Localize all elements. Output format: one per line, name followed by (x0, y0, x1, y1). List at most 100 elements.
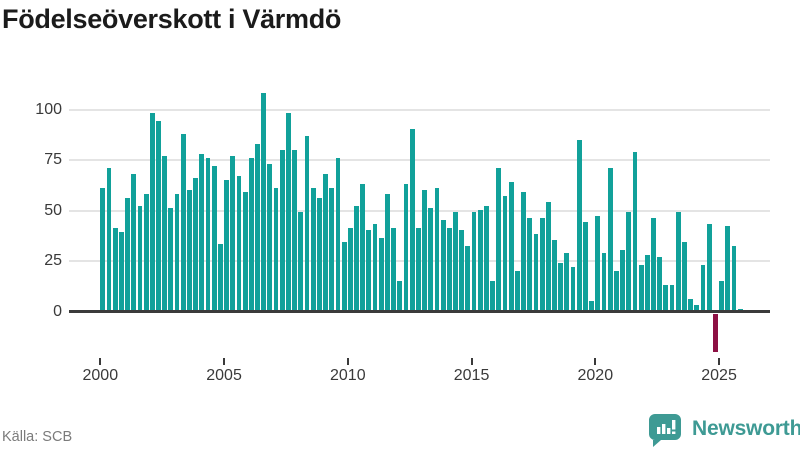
bar (490, 280, 495, 311)
x-axis-tick-label: 2025 (701, 367, 737, 384)
bar (118, 232, 124, 311)
bar (521, 191, 526, 311)
bar (514, 270, 520, 311)
bar (719, 280, 724, 311)
bar (143, 194, 149, 311)
bar (378, 238, 384, 311)
bar (242, 191, 248, 311)
bar (595, 216, 601, 311)
y-axis-tick-label: 25 (44, 252, 62, 270)
bar (626, 212, 632, 311)
bar (558, 262, 564, 311)
bar (347, 228, 353, 311)
bar (403, 183, 409, 311)
brand-logo: Newsworthy (648, 411, 800, 449)
bar (255, 143, 260, 311)
bar (657, 256, 663, 311)
bar (725, 226, 731, 311)
bar (415, 228, 421, 311)
bar (211, 165, 217, 311)
bar (539, 218, 545, 311)
bar (601, 252, 607, 311)
bar (409, 129, 415, 311)
bar (613, 270, 619, 311)
bar (607, 167, 613, 311)
x-axis-tick-mark (594, 358, 597, 365)
y-axis-tick-label: 0 (53, 302, 62, 320)
gridline-y-75 (69, 159, 770, 162)
bar (391, 228, 396, 311)
bar (700, 264, 706, 311)
bar (508, 181, 514, 311)
bar (428, 208, 434, 311)
x-axis-tick-label: 2020 (577, 367, 614, 384)
bar (279, 149, 285, 311)
gridline-y-50 (69, 209, 770, 212)
x-axis-tick-label: 2000 (82, 367, 119, 384)
bar (316, 198, 322, 311)
bar (199, 153, 205, 311)
bar (187, 189, 192, 311)
y-axis-tick-label: 100 (35, 100, 62, 118)
bar (100, 187, 106, 311)
bar (248, 157, 254, 311)
bar (471, 212, 477, 311)
bar (527, 218, 533, 311)
bar (459, 230, 465, 311)
bar (731, 246, 737, 311)
bar (682, 242, 687, 311)
bar (552, 240, 557, 311)
x-axis-tick-label: 2005 (206, 367, 242, 384)
x-axis-tick-label: 2010 (330, 367, 366, 384)
bar (669, 284, 675, 311)
bar (533, 234, 539, 311)
bar (496, 167, 502, 311)
x-axis-tick-mark (718, 358, 721, 365)
bar (477, 210, 483, 311)
bar (644, 254, 650, 311)
x-axis-tick-mark (346, 358, 349, 365)
bar (502, 196, 508, 311)
bar (273, 187, 279, 311)
x-axis-tick-mark (223, 358, 226, 365)
bar (366, 230, 372, 311)
bar (354, 206, 359, 311)
bar (149, 113, 155, 311)
bar (620, 250, 625, 311)
bar (236, 175, 242, 311)
bar (372, 224, 378, 311)
bar (335, 157, 341, 311)
bar (156, 121, 161, 311)
bar (174, 194, 180, 311)
x-axis-tick-mark (470, 358, 473, 365)
bar (106, 167, 112, 311)
bar (583, 222, 588, 311)
bar (323, 173, 328, 311)
y-axis-tick-label: 50 (44, 201, 62, 219)
bar (564, 252, 570, 311)
bar (465, 246, 471, 311)
bar (292, 149, 297, 311)
bar (230, 155, 236, 311)
bar (267, 163, 273, 311)
bar (484, 206, 489, 311)
bar (737, 308, 743, 311)
brand-name: Newsworthy (692, 417, 800, 440)
bar (298, 212, 304, 311)
bar (310, 187, 316, 311)
bar (341, 242, 347, 311)
bar (224, 179, 229, 311)
bar (162, 155, 168, 311)
source-attribution: Källa: SCB (2, 429, 73, 445)
bar (545, 202, 551, 311)
bar (205, 157, 211, 311)
gridline-y-100 (69, 108, 770, 111)
bar (180, 133, 186, 311)
bar (440, 220, 446, 311)
bar (168, 208, 174, 311)
bar (675, 212, 681, 311)
bar (694, 304, 700, 311)
chart-title: Födelseöverskott i Värmdö (2, 4, 342, 34)
bar (261, 93, 267, 311)
bar (360, 183, 366, 311)
